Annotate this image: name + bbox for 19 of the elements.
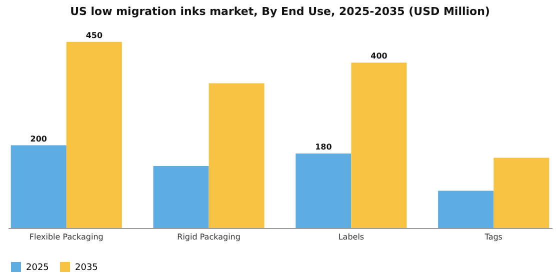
bar [351,62,407,228]
legend-label: 2035 [75,263,98,273]
bar [296,154,352,228]
bar [494,158,550,228]
x-tick-label: Labels [338,232,364,242]
data-label: 180 [315,142,332,152]
x-tick-label: Tags [484,232,502,242]
data-label: 450 [86,30,103,40]
bar [66,42,122,228]
data-label: 200 [30,134,48,144]
bar [208,83,264,228]
legend-label: 2025 [26,263,49,273]
chart-title: US low migration inks market, By End Use, 2025-2035 (USD Million) [70,5,490,18]
bar [10,145,66,228]
x-tick-label: Rigid Packaging [177,232,240,242]
data-label: 400 [370,52,388,61]
bar [438,190,494,228]
x-tick-label: Flexible Packaging [29,232,104,242]
bar [153,166,209,228]
